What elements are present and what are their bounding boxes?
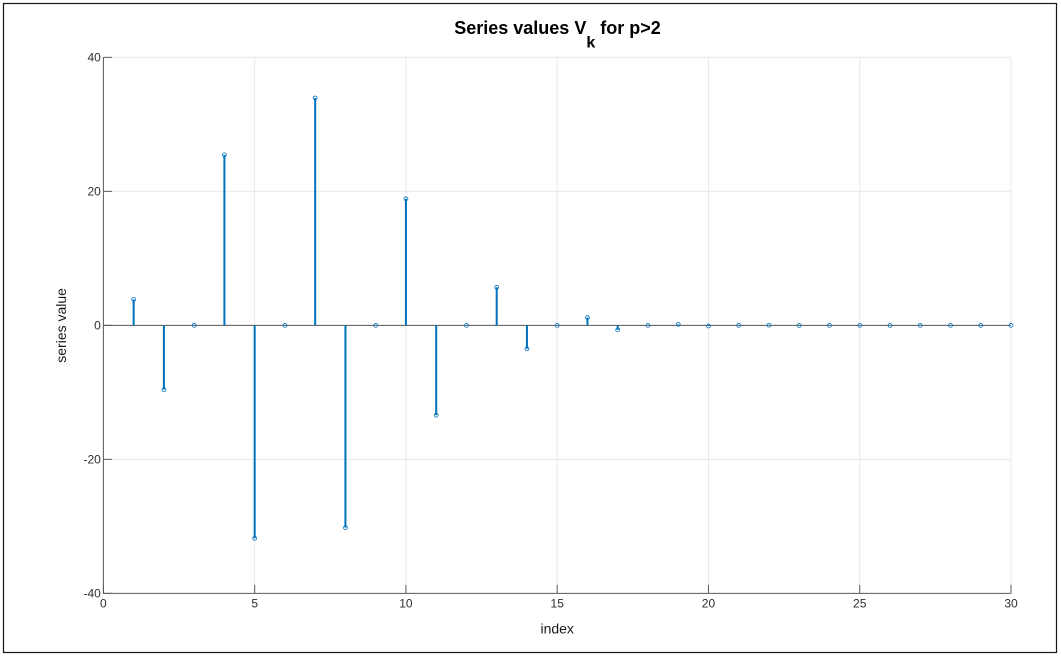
svg-text:10: 10: [399, 596, 413, 610]
svg-text:25: 25: [853, 596, 867, 610]
svg-text:20: 20: [702, 596, 716, 610]
svg-text:0: 0: [94, 319, 101, 333]
svg-text:-40: -40: [83, 587, 101, 601]
svg-text:40: 40: [87, 51, 101, 65]
svg-text:0: 0: [100, 596, 107, 610]
svg-text:30: 30: [1004, 596, 1018, 610]
svg-text:15: 15: [551, 596, 565, 610]
svg-text:series value: series value: [53, 288, 69, 363]
svg-text:20: 20: [87, 185, 101, 199]
svg-text:5: 5: [251, 596, 258, 610]
svg-text:-20: -20: [83, 453, 101, 467]
svg-text:index: index: [540, 620, 573, 636]
